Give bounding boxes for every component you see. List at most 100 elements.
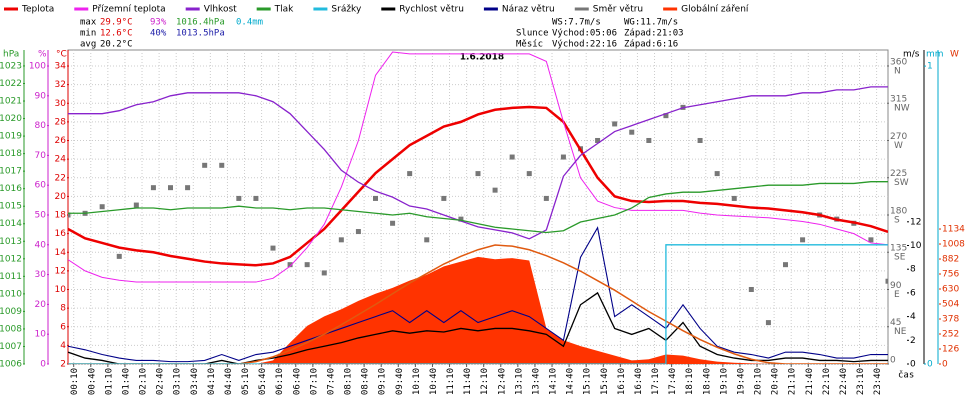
wind-dir-point — [355, 229, 361, 235]
y-tick-label: 1012 — [0, 254, 22, 264]
x-tick-label: 07:10 — [309, 368, 319, 395]
y-tick-label: 10 — [55, 285, 67, 295]
info: Západ:6:16 — [624, 40, 678, 50]
y-tick-label: 26 — [55, 136, 67, 146]
wind-dir-point — [168, 185, 173, 191]
y-tick-label: 1023 — [0, 61, 22, 71]
x-tick-label: 16:10 — [617, 368, 627, 395]
wind-dir-point — [287, 262, 293, 268]
x-tick-label: 14:40 — [566, 368, 576, 395]
x-tick-label: 04:40 — [224, 368, 234, 395]
legend-label: Globální záření — [681, 5, 749, 15]
wind-dir-point — [150, 185, 156, 191]
y-tick-label: 882 — [942, 255, 959, 265]
y-tick-label: 60 — [35, 181, 47, 191]
wind-dir-point — [304, 262, 310, 268]
wind-dir-point — [509, 154, 515, 160]
series-layer — [68, 51, 888, 364]
x-tick-label: 05:10 — [241, 368, 251, 395]
y-tick-label: 20 — [35, 300, 47, 310]
x-tick-label: 20:10 — [754, 368, 764, 395]
legend-label: Přízemní teplota — [92, 5, 165, 15]
y-tick-label: 0 — [40, 360, 46, 370]
y-tick-label: 4 — [60, 341, 66, 351]
info: Východ:22:16 — [552, 40, 617, 50]
y-tick-label: 45 — [890, 318, 901, 328]
wind-dir-point — [646, 137, 652, 143]
wind-dir-point — [219, 162, 225, 168]
y-tick-label: 6 — [910, 288, 916, 298]
y-tick-label: 504 — [942, 300, 959, 310]
x-tick-label: 23:40 — [873, 368, 883, 395]
x-tick-label: 19:10 — [719, 368, 729, 395]
y-tick-label: 2 — [60, 360, 66, 370]
series-line — [68, 86, 888, 240]
stat: 29.9°C — [100, 18, 133, 28]
x-tick-label: 21:40 — [805, 368, 815, 395]
x-tick-label: 09:40 — [395, 368, 405, 395]
x-tick-label: 07:40 — [326, 368, 336, 395]
y-tick-label: 630 — [942, 285, 959, 295]
y-tick-label: 12 — [910, 217, 921, 227]
y-tick-label: 1022 — [0, 79, 22, 89]
wind-dir-point — [526, 171, 532, 177]
x-tick-label: 21:10 — [788, 368, 798, 395]
x-tick-label: 02:10 — [139, 368, 149, 395]
y-tick-label: 1008 — [942, 240, 965, 250]
wind-dir-point — [697, 137, 703, 143]
x-tick-label: 08:40 — [361, 368, 371, 395]
y-tick-label: 8 — [60, 304, 66, 314]
x-tick-label: 17:40 — [668, 368, 678, 395]
x-tick-label: 19:40 — [736, 368, 746, 395]
axis-unit: °C — [56, 50, 67, 60]
x-tick-label: 09:10 — [378, 368, 388, 395]
wind-dir-point — [99, 204, 105, 210]
wind-dir-point — [714, 171, 720, 177]
y-tick-label: 1018 — [0, 149, 22, 159]
stat: 20.2°C — [100, 40, 133, 50]
y-tick-label: 1019 — [0, 132, 22, 142]
y-tick-label: 4 — [910, 312, 916, 322]
y-tick-label: 100 — [29, 62, 46, 72]
y-tick-label: 252 — [942, 330, 959, 340]
axis-unit: W — [950, 50, 959, 60]
x-tick-label: 13:10 — [514, 368, 524, 395]
y-tick-label: 16 — [55, 229, 67, 239]
wind-dir-point — [543, 195, 549, 201]
wind-dir-point — [595, 137, 601, 143]
y-tick-label: 70 — [35, 151, 47, 161]
y-tick-label: 2 — [910, 336, 916, 346]
wind-dir-point — [133, 202, 139, 208]
stat: 1016.4hPa — [176, 18, 225, 28]
wind-dir-point — [560, 154, 566, 160]
info: WG:11.7m/s — [624, 18, 678, 28]
direction-label: SE — [894, 253, 906, 263]
x-tick-label: 03:40 — [190, 368, 200, 395]
x-tick-label: 13:40 — [531, 368, 541, 395]
y-tick-label: 1014 — [0, 219, 22, 229]
y-tick-label: 1015 — [0, 202, 22, 212]
x-tick-label: 01:40 — [121, 368, 131, 395]
x-tick-label: 23:10 — [856, 368, 866, 395]
y-tick-label: 90 — [35, 91, 47, 101]
y-tick-label: 8 — [910, 265, 916, 275]
legend-label: Směr větru — [593, 5, 643, 15]
series-line — [68, 51, 888, 283]
wind-dir-point — [373, 195, 378, 201]
x-tick-label: 01:10 — [104, 368, 114, 395]
direction-label: E — [894, 290, 900, 300]
y-tick-label: 1010 — [0, 289, 22, 299]
wind-dir-point — [885, 278, 888, 284]
direction-label: SW — [894, 178, 909, 188]
series-line — [68, 244, 888, 364]
y-tick-label: 80 — [35, 121, 47, 131]
direction-label: S — [894, 215, 900, 225]
x-tick-label: 12:40 — [497, 368, 507, 395]
wind-dir-point — [253, 195, 259, 201]
info: Slunce — [516, 29, 549, 39]
wind-dir-point — [185, 185, 191, 191]
y-tick-label: 1013 — [0, 237, 22, 247]
x-axis-label: čas — [898, 370, 914, 381]
y-tick-label: 1021 — [0, 97, 22, 107]
wind-dir-point — [202, 162, 208, 168]
